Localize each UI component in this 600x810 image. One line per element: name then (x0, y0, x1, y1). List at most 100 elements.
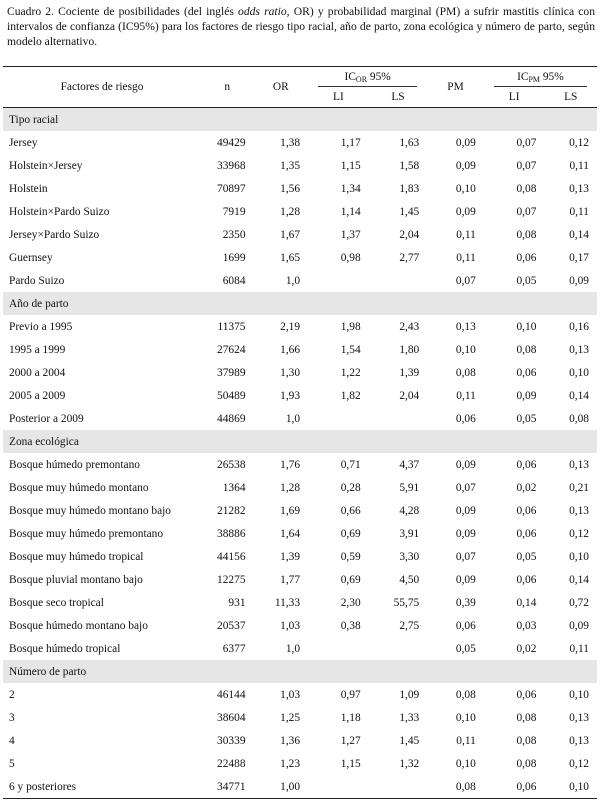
pm-cell: 0,11 (456, 228, 476, 241)
header-ls-pm: LS (564, 91, 578, 103)
table-row: Bosque muy húmedo montano bajo 21282 1,69 0… (3, 499, 597, 522)
pm-li-cell: 0,06 (516, 780, 537, 793)
pm-cell: 0,05 (455, 642, 476, 655)
table-row: Bosque húmedo tropical 6377 1,0 0,05 0,02 0,1… (3, 637, 597, 660)
pm-li-cell: 0,10 (516, 320, 537, 333)
pm-li-cell: 0,02 (516, 642, 537, 655)
factor-cell: Posterior a 2009 (9, 412, 84, 425)
table-row: Holstein×Pardo Suizo 7919 1,28 1,14 1,45 0,09… (3, 200, 597, 223)
or-li-cell: 1,15 (340, 159, 361, 172)
pm-ls-cell: 0,11 (569, 642, 589, 655)
section-header-row: Zona ecológica (3, 430, 597, 453)
pm-ls-cell: 0,11 (569, 205, 589, 218)
or-li-cell: 0,98 (340, 251, 361, 264)
factor-cell: 2000 a 2004 (9, 366, 66, 379)
n-cell: 20537 (217, 619, 246, 632)
or-cell: 1,56 (280, 182, 301, 195)
section-title: Zona ecológica (3, 430, 597, 453)
table-row: 2 46144 1,03 0,97 1,09 0,08 0,06 0,10 (3, 683, 597, 706)
pm-ls-cell: 0,13 (569, 711, 589, 724)
or-ls-cell: 1,09 (399, 688, 420, 701)
pm-cell: 0,11 (456, 734, 476, 747)
or-ls-cell: 1,63 (399, 136, 420, 149)
table-row: Jersey×Pardo Suizo 2350 1,67 1,37 2,04 0,11 0,… (3, 223, 597, 246)
pm-li-cell: 0,03 (516, 619, 537, 632)
pm-ls-cell: 0,17 (569, 251, 589, 264)
or-cell: 1,77 (280, 573, 301, 586)
n-cell: 1364 (222, 481, 246, 494)
factor-cell: Bosque húmedo montano bajo (9, 619, 148, 632)
n-cell: 44156 (217, 550, 246, 563)
or-li-cell: 0,69 (340, 527, 361, 540)
factor-cell: 1995 a 1999 (9, 343, 66, 356)
pm-li-cell: 0,09 (516, 389, 537, 402)
n-cell: 26538 (217, 458, 246, 471)
table-row: Holstein×Jersey 33968 1,35 1,15 1,58 0,09 0,07… (3, 154, 597, 177)
factor-cell: Guernsey (9, 251, 53, 264)
pm-li-cell: 0,08 (516, 711, 537, 724)
factor-cell: 2005 a 2009 (9, 389, 66, 402)
or-li-cell: 1,17 (340, 136, 361, 149)
or-ls-cell (369, 407, 428, 430)
pm-li-cell: 0,06 (516, 688, 537, 701)
n-cell: 44869 (217, 412, 246, 425)
or-cell: 1,38 (280, 136, 301, 149)
risk-factors-table: Factores de riesgo n OR ICOR 95% PM ICPM… (3, 66, 597, 799)
or-cell: 1,66 (280, 343, 301, 356)
n-cell: 1699 (222, 251, 246, 264)
caption-italic: odds ratio (238, 5, 287, 18)
pm-li-cell: 0,06 (516, 366, 537, 379)
or-ls-cell: 1,45 (399, 205, 420, 218)
table-row: 5 22488 1,23 1,15 1,32 0,10 0,08 0,12 (3, 752, 597, 775)
table-row: Bosque muy húmedo premontano 38886 1,64 0,6… (3, 522, 597, 545)
pm-li-cell: 0,05 (516, 550, 537, 563)
pm-li-cell: 0,08 (516, 343, 537, 356)
or-ls-cell: 1,83 (399, 182, 420, 195)
pm-ls-cell: 0,14 (569, 228, 589, 241)
or-ls-cell: 3,30 (399, 550, 420, 563)
pm-cell: 0,06 (455, 412, 476, 425)
pm-cell: 0,08 (455, 688, 476, 701)
factor-cell: Bosque húmedo tropical (9, 642, 121, 655)
n-cell: 22488 (217, 757, 246, 770)
factor-cell: Holstein×Jersey (9, 159, 83, 172)
or-cell: 1,28 (280, 481, 301, 494)
pm-cell: 0,09 (455, 573, 476, 586)
pm-ls-cell: 0,10 (569, 366, 589, 379)
header-ic-or-pct: 95% (367, 71, 391, 83)
pm-li-cell: 0,05 (516, 412, 537, 425)
factor-cell: Bosque muy húmedo premontano (9, 527, 164, 540)
pm-li-cell: 0,06 (516, 504, 537, 517)
or-ls-cell: 2,04 (399, 228, 420, 241)
header-ls: LS (391, 91, 405, 103)
pm-ls-cell: 0,09 (569, 619, 589, 632)
factor-cell: Jersey×Pardo Suizo (9, 228, 100, 241)
factor-cell: Bosque muy húmedo montano bajo (9, 504, 171, 517)
pm-li-cell: 0,14 (516, 596, 537, 609)
n-cell: 2350 (222, 228, 246, 241)
n-cell: 27624 (217, 343, 246, 356)
pm-li-cell: 0,07 (516, 136, 537, 149)
pm-li-cell: 0,02 (516, 481, 537, 494)
or-cell: 1,28 (280, 205, 301, 218)
or-li-cell (308, 637, 369, 660)
or-cell: 1,30 (280, 366, 301, 379)
factor-cell: Bosque seco tropical (9, 596, 104, 609)
pm-ls-cell: 0,16 (569, 320, 589, 333)
pm-li-cell: 0,07 (516, 159, 537, 172)
or-li-cell: 0,38 (340, 619, 361, 632)
table-row: Bosque pluvial montano bajo 12275 1,77 0,69… (3, 568, 597, 591)
header-or: OR (272, 81, 289, 93)
pm-cell: 0,09 (455, 159, 476, 172)
or-li-cell: 0,97 (340, 688, 361, 701)
or-cell: 1,03 (280, 619, 301, 632)
pm-cell: 0,39 (455, 596, 476, 609)
pm-ls-cell: 0,10 (569, 780, 589, 793)
or-cell: 1,35 (280, 159, 301, 172)
header-pm: PM (447, 81, 464, 93)
n-cell: 12275 (217, 573, 246, 586)
section-header-row: Año de parto (3, 292, 597, 315)
pm-cell: 0,11 (456, 251, 476, 264)
table-row: Bosque seco tropical 931 11,33 2,30 55,75 0,3… (3, 591, 597, 614)
pm-ls-cell: 0,14 (569, 389, 589, 402)
